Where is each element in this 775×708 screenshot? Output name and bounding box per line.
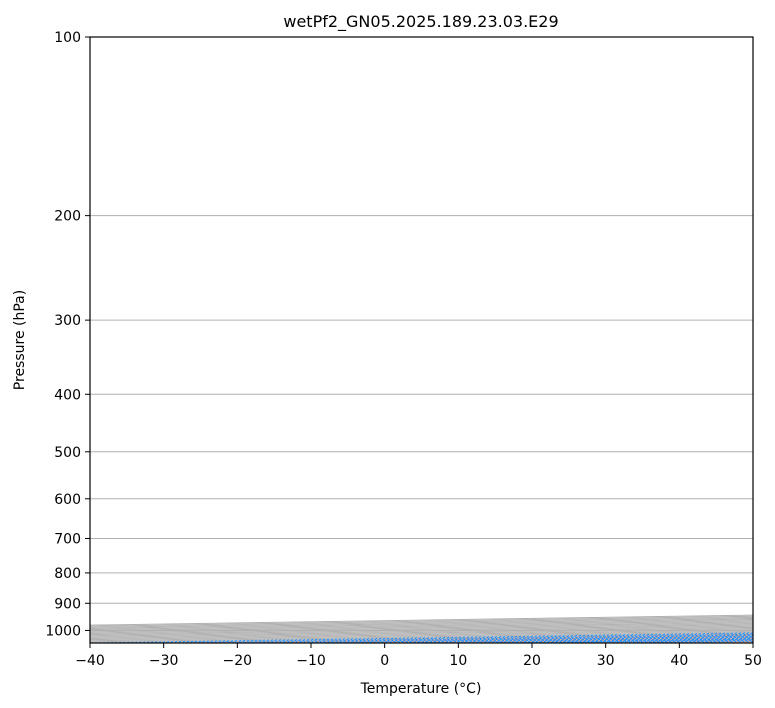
x-tick-label: 10 (449, 653, 467, 669)
x-tick-label: 50 (744, 653, 762, 669)
y-tick-label: 500 (54, 445, 81, 461)
y-tick-label: 300 (54, 313, 81, 329)
y-tick-label: 100 (54, 30, 81, 46)
y-tick-label: 400 (54, 387, 81, 403)
x-tick-label: 40 (670, 653, 688, 669)
x-tick-label: 20 (523, 653, 541, 669)
x-tick-label: −40 (75, 653, 105, 669)
x-tick-label: 0 (380, 653, 389, 669)
x-tick-label: −20 (223, 653, 253, 669)
x-axis-ticks: −40 −30 −20 −10 0 10 20 30 40 50 (75, 643, 762, 669)
y-axis-ticks: 100 200 300 400 500 600 700 800 900 1000 (45, 30, 90, 639)
y-tick-label: 900 (54, 596, 81, 612)
x-axis-title: Temperature (°C) (360, 681, 482, 697)
y-tick-label: 700 (54, 532, 81, 548)
x-tick-label: 30 (597, 653, 615, 669)
x-tick-label: −10 (296, 653, 326, 669)
y-tick-label: 200 (54, 209, 81, 225)
y-tick-label: 800 (54, 566, 81, 582)
x-tick-label: −30 (149, 653, 179, 669)
plot-area: 0.10.20.40.611.52346810131620253036-100-… (90, 37, 753, 643)
y-tick-label: 1000 (45, 623, 81, 639)
y-tick-label: 600 (54, 492, 81, 508)
plot-frame (89, 36, 754, 644)
y-axis-title: Pressure (hPa) (12, 290, 28, 390)
chart-title: wetPf2_GN05.2025.189.23.03.E29 (283, 12, 558, 32)
